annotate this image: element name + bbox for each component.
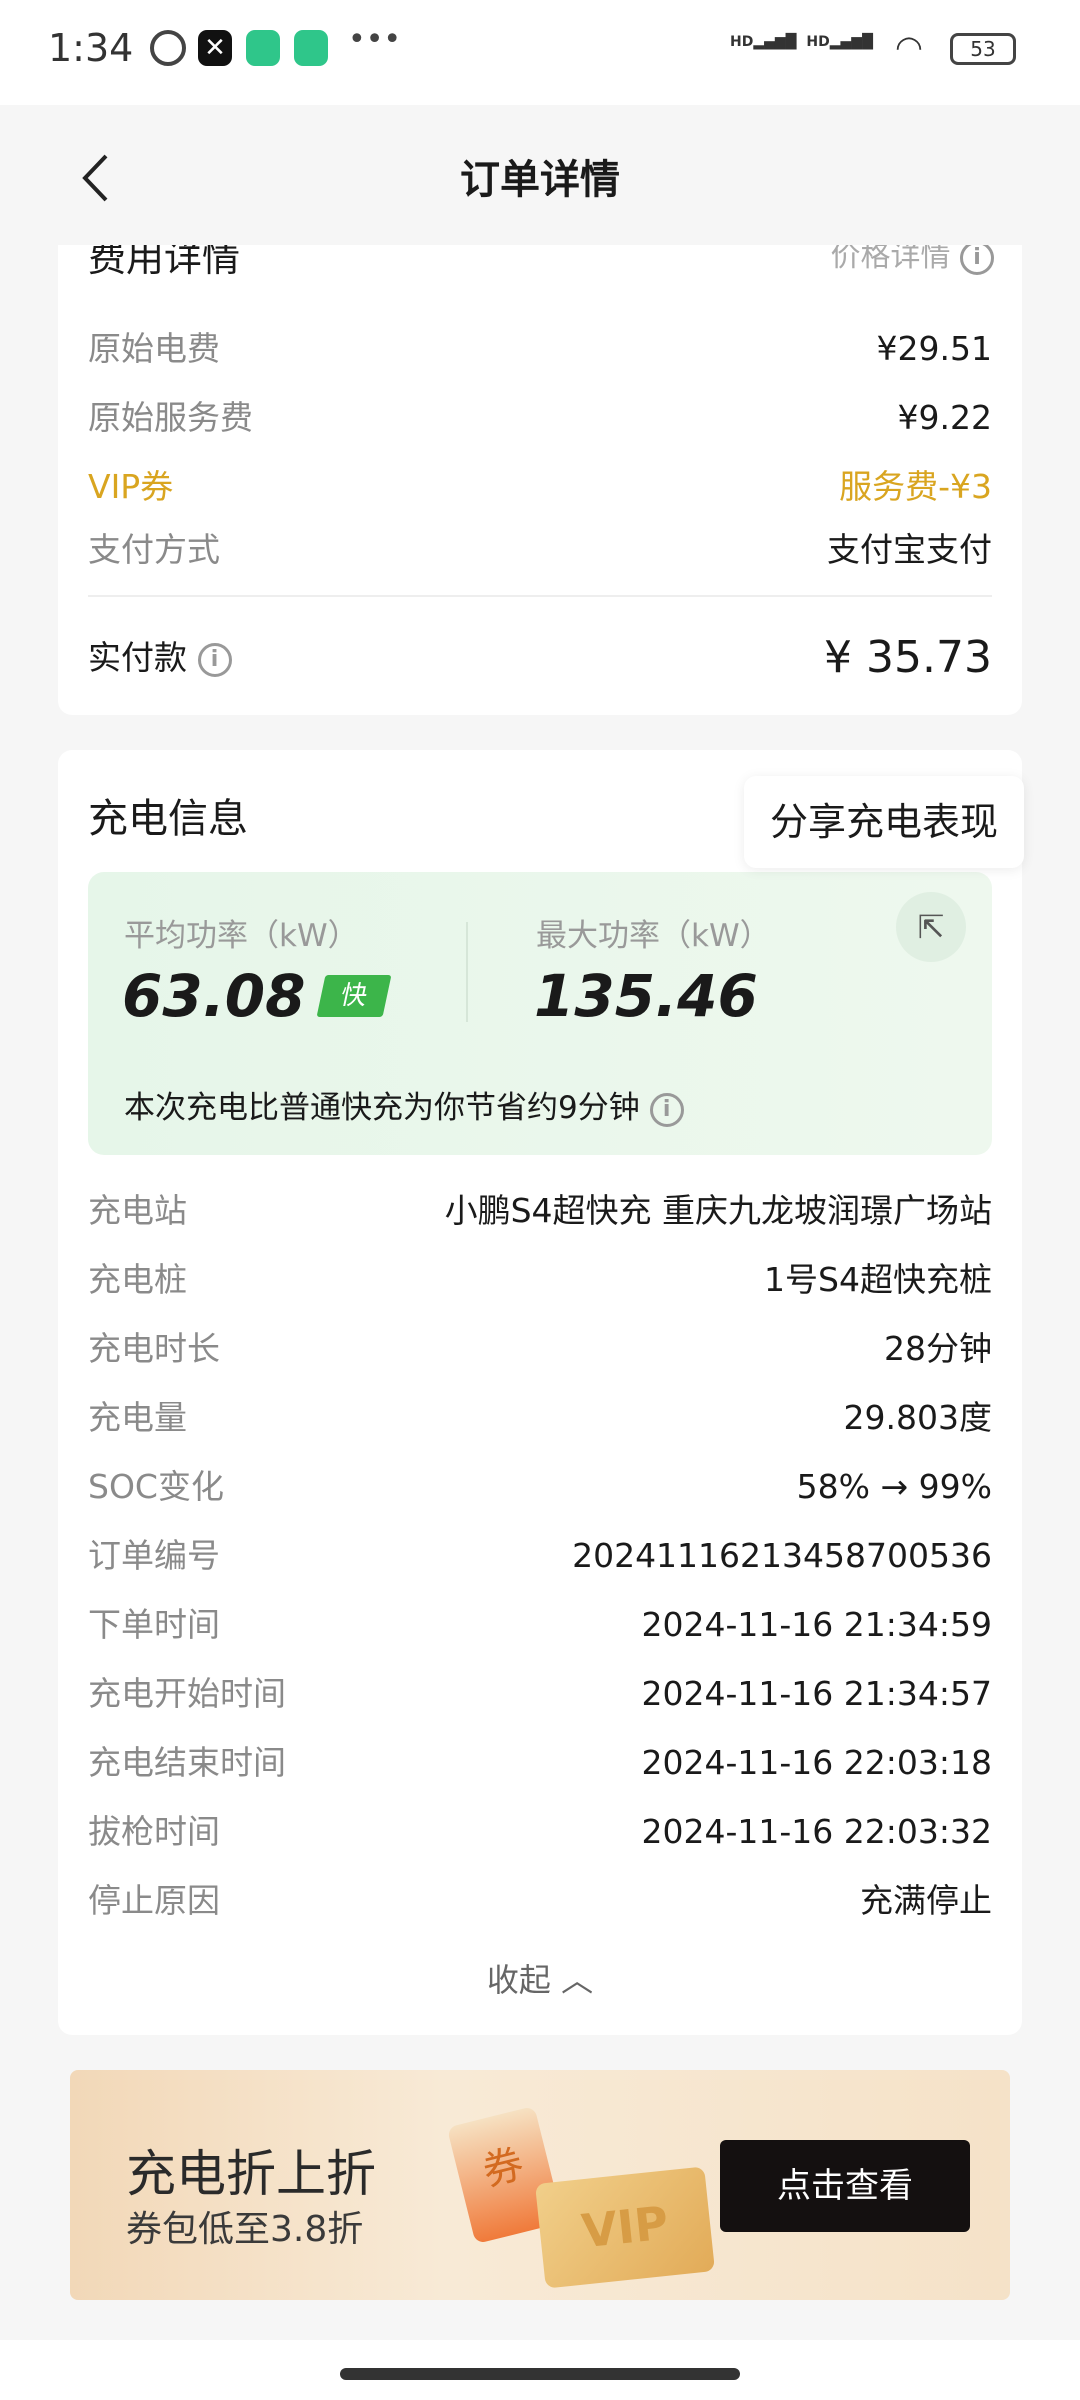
row-value: 充满停止 bbox=[860, 1881, 992, 1920]
charge-info-row: 拔枪时间 2024-11-16 22:03:32 bbox=[88, 1807, 992, 1857]
info-icon: i bbox=[960, 245, 994, 275]
charge-info-row: SOC变化 58% → 99% bbox=[88, 1462, 992, 1512]
row-value: 2024-11-16 22:03:32 bbox=[641, 1812, 992, 1851]
fee-card-title: 费用详情 bbox=[88, 245, 241, 280]
charge-info-row: 充电开始时间 2024-11-16 21:34:57 bbox=[88, 1669, 992, 1719]
row-label: 充电开始时间 bbox=[88, 1674, 286, 1713]
row-value: 2024-11-16 22:03:18 bbox=[641, 1743, 992, 1782]
more-notifications-icon: ••• bbox=[348, 22, 402, 57]
fee-row: 支付方式 支付宝支付 bbox=[88, 530, 992, 569]
row-label: 订单编号 bbox=[88, 1536, 220, 1575]
charge-info-row: 充电桩 1号S4超快充桩 bbox=[88, 1255, 992, 1305]
status-time: 1:34 bbox=[48, 26, 134, 70]
divider bbox=[466, 922, 468, 1022]
share-tooltip: 分享充电表现 bbox=[744, 776, 1024, 868]
row-label: 充电桩 bbox=[88, 1260, 187, 1299]
max-power-label: 最大功率（kW） bbox=[536, 918, 771, 954]
row-label: 充电时长 bbox=[88, 1329, 220, 1368]
share-button[interactable]: ⇱ bbox=[896, 892, 966, 962]
charge-info-row: 充电量 29.803度 bbox=[88, 1393, 992, 1443]
home-indicator[interactable] bbox=[340, 2368, 740, 2380]
status-bar: 1:34 ✕ ••• HD▂▄▆█ HD▂▄▆█ ◠ 53 bbox=[0, 0, 1080, 105]
saving-text: 本次充电比普通快充为你节省约9分钟 i bbox=[124, 1082, 684, 1127]
row-label: SOC变化 bbox=[88, 1467, 224, 1506]
divider bbox=[88, 595, 992, 597]
fast-badge: 快 bbox=[317, 975, 392, 1017]
banner-subtitle: 券包低至3.8折 bbox=[126, 2209, 364, 2250]
charge-info-row: 下单时间 2024-11-16 21:34:59 bbox=[88, 1600, 992, 1650]
signal-group: HD▂▄▆█ HD▂▄▆█ bbox=[730, 34, 873, 50]
vip-card-illustration: VIP bbox=[534, 2166, 716, 2289]
row-value: 1号S4超快充桩 bbox=[764, 1260, 992, 1299]
app-x-icon: ✕ bbox=[198, 30, 232, 66]
row-label: 停止原因 bbox=[88, 1881, 220, 1920]
fee-card: 费用详情 价格详情 i 原始电费 ¥29.51 原始服务费 ¥9.22 VIP券 服务… bbox=[58, 245, 1022, 715]
charge-card: 充电信息 平均功率（kW） 63.08 快 最大功率（kW） 135.46 ⇱ … bbox=[58, 750, 1024, 2035]
row-value: 20241116213458700536 bbox=[572, 1536, 992, 1575]
battery-icon: 53 bbox=[950, 33, 1016, 65]
row-label: 下单时间 bbox=[88, 1605, 220, 1644]
row-value: 小鹏S4超快充 重庆九龙坡润璟广场站 bbox=[444, 1191, 992, 1230]
max-power-value: 135.46 bbox=[534, 962, 758, 1030]
promo-banner[interactable]: 充电折上折 券包低至3.8折 券 VIP 点击查看 bbox=[70, 2070, 1010, 2300]
charge-info-row: 充电站 小鹏S4超快充 重庆九龙坡润璟广场站 bbox=[88, 1186, 992, 1236]
info-icon[interactable]: i bbox=[197, 642, 232, 677]
avg-power-value: 63.08 bbox=[122, 962, 306, 1030]
charge-info-row: 充电结束时间 2024-11-16 22:03:18 bbox=[88, 1738, 992, 1788]
view-button[interactable]: 点击查看 bbox=[720, 2140, 970, 2232]
row-value: 2024-11-16 21:34:57 bbox=[641, 1674, 992, 1713]
info-icon[interactable]: i bbox=[649, 1092, 684, 1127]
row-value: 58% → 99% bbox=[796, 1467, 992, 1506]
page-title: 订单详情 bbox=[460, 157, 620, 203]
signal-icon-2: HD▂▄▆█ bbox=[806, 34, 873, 50]
fee-row: 原始服务费 ¥9.22 bbox=[88, 398, 992, 437]
app-shield-icon bbox=[294, 30, 328, 66]
banner-title: 充电折上折 bbox=[126, 2145, 376, 2203]
wifi-icon: ◠ bbox=[895, 28, 923, 66]
row-value: 2024-11-16 21:34:59 bbox=[641, 1605, 992, 1644]
price-detail-link[interactable]: 价格详情 i bbox=[830, 245, 994, 275]
row-label: 充电量 bbox=[88, 1398, 187, 1437]
charge-info-row: 订单编号 20241116213458700536 bbox=[88, 1531, 992, 1581]
alarm-icon bbox=[150, 30, 186, 66]
fee-row-vip: VIP券 服务费-¥3 bbox=[88, 467, 992, 506]
row-label: 拔枪时间 bbox=[88, 1812, 220, 1851]
charge-card-title: 充电信息 bbox=[88, 796, 248, 842]
paid-row: 实付款 i ¥ 35.73 bbox=[88, 632, 992, 683]
collapse-button[interactable]: 收起 ︿ bbox=[486, 1961, 594, 1999]
app-mi-icon bbox=[246, 30, 280, 66]
row-value: 28分钟 bbox=[884, 1329, 992, 1368]
charge-info-row: 充电时长 28分钟 bbox=[88, 1324, 992, 1374]
back-button[interactable] bbox=[80, 153, 110, 203]
row-label: 充电结束时间 bbox=[88, 1743, 286, 1782]
fee-row: 原始电费 ¥29.51 bbox=[88, 329, 992, 368]
avg-power-label: 平均功率（kW） bbox=[124, 918, 359, 954]
row-value: 29.803度 bbox=[843, 1398, 992, 1437]
charge-info-row: 停止原因 充满停止 bbox=[88, 1876, 992, 1926]
row-label: 充电站 bbox=[88, 1191, 187, 1230]
signal-icon: HD▂▄▆█ bbox=[730, 34, 797, 50]
avg-power-group: 63.08 快 bbox=[122, 962, 392, 1030]
header: 订单详情 bbox=[0, 105, 1080, 245]
power-summary: 平均功率（kW） 63.08 快 最大功率（kW） 135.46 ⇱ 本次充电比… bbox=[88, 872, 992, 1155]
